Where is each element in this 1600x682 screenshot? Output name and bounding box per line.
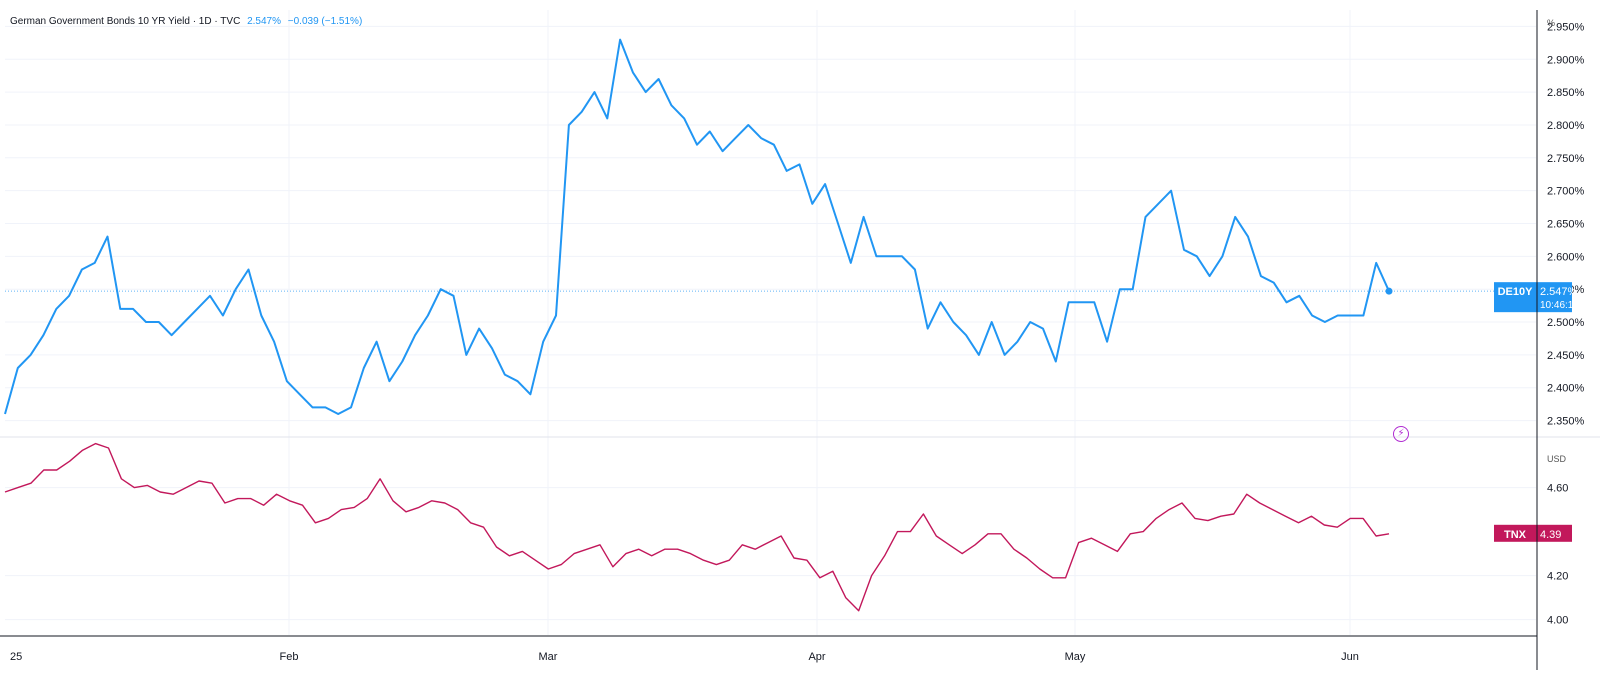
symbol-tag-text: TNX — [1504, 529, 1527, 541]
bottom-unit-label: USD — [1547, 454, 1567, 464]
y-tick-label: 4.20 — [1547, 571, 1568, 583]
symbol-title: German Government Bonds 10 YR Yield · 1D… — [10, 16, 241, 27]
symbol-tag — [1494, 524, 1537, 542]
y-tick-label: 2.650% — [1547, 219, 1585, 231]
x-tick-label: Apr — [808, 651, 825, 663]
x-tick-label: Feb — [280, 651, 299, 663]
y-tick-label: 2.400% — [1547, 383, 1585, 395]
y-tick-label: 2.800% — [1547, 120, 1585, 132]
series-line-de10y — [4, 38, 1390, 415]
y-tick-label: 2.500% — [1547, 317, 1585, 329]
last-price: 2.547% — [247, 16, 281, 27]
price-tag — [1537, 282, 1572, 313]
price-change: −0.039 (−1.51%) — [287, 16, 363, 27]
y-tick-label: 2.750% — [1547, 153, 1585, 165]
price-tag — [1537, 524, 1572, 542]
symbol-tag-text: DE10Y — [1498, 286, 1534, 298]
y-tick-label: 2.600% — [1547, 251, 1585, 263]
y-tick-label: 2.450% — [1547, 350, 1585, 362]
price-tag-text: 2.547% — [1540, 286, 1578, 298]
bar-countdown: 10:46:16 — [1540, 300, 1579, 311]
y-tick-label: 2.900% — [1547, 54, 1585, 66]
symbol-legend: German Government Bonds 10 YR Yield · 1D… — [10, 16, 362, 27]
x-tick-label: 25 — [10, 651, 22, 663]
x-tick-label: Jun — [1341, 651, 1359, 663]
y-tick-label: 2.700% — [1547, 186, 1585, 198]
y-tick-label: 2.950% — [1547, 21, 1585, 33]
y-tick-label: 2.350% — [1547, 416, 1585, 428]
y-tick-label: 4.60 — [1547, 483, 1568, 495]
y-tick-label: 2.850% — [1547, 87, 1585, 99]
y-tick-label: 4.00 — [1547, 615, 1568, 627]
symbol-tag — [1494, 282, 1537, 313]
lightning-icon[interactable]: ⚡ — [1393, 426, 1409, 442]
top-unit-label: % — [1547, 18, 1556, 28]
x-tick-label: Mar — [539, 651, 558, 663]
price-tag-text: 4.39 — [1540, 529, 1561, 541]
series-line-tnx — [4, 442, 1390, 612]
x-tick-label: May — [1065, 651, 1086, 663]
last-point-dot — [1385, 287, 1393, 295]
